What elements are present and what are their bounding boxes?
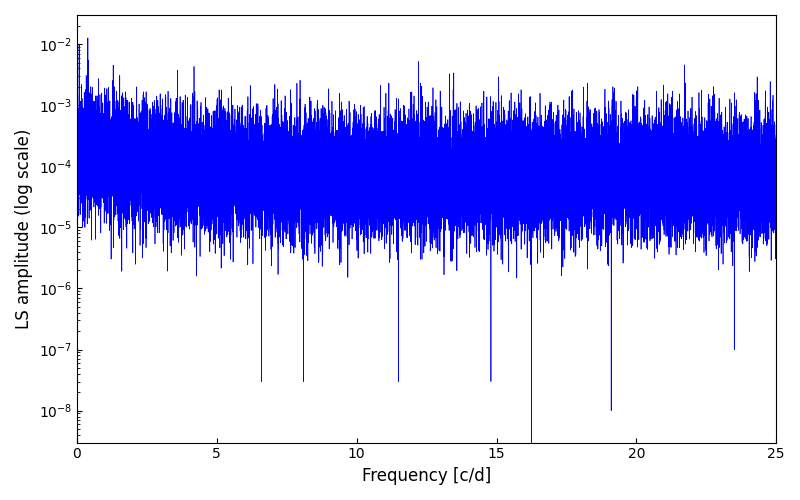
X-axis label: Frequency [c/d]: Frequency [c/d] [362, 467, 491, 485]
Y-axis label: LS amplitude (log scale): LS amplitude (log scale) [15, 128, 33, 329]
